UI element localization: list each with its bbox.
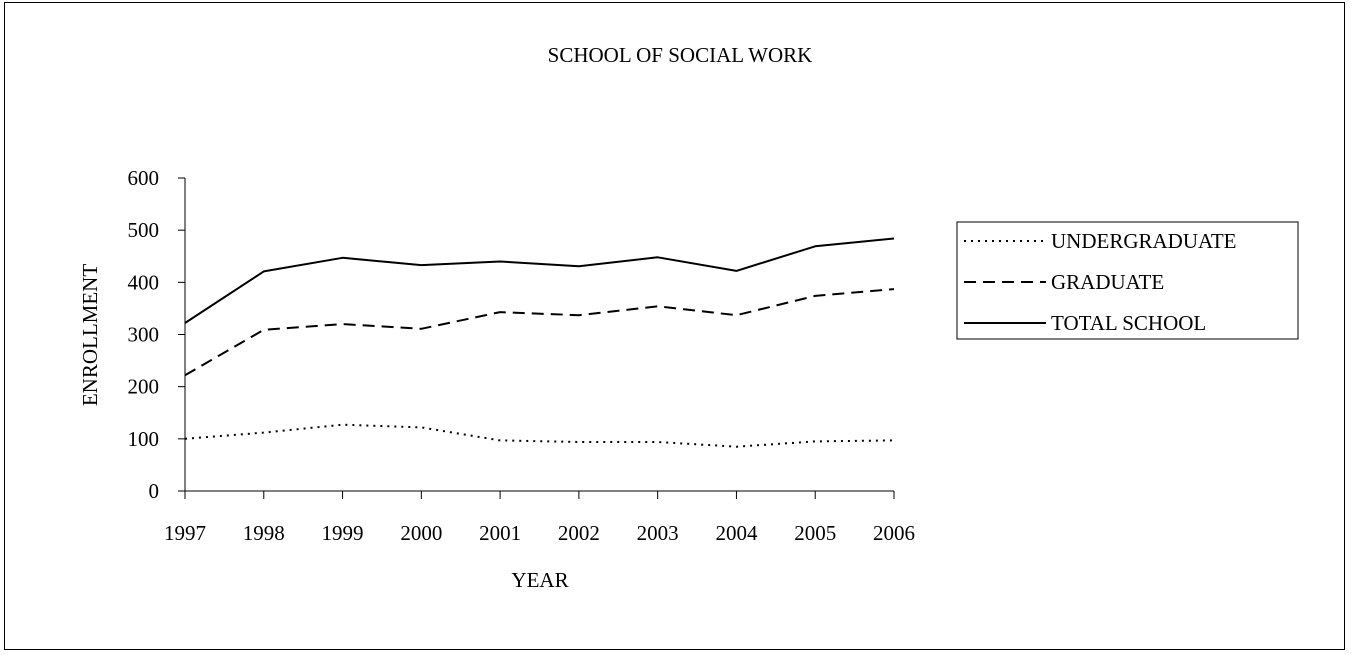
series-line-total-school [184, 237, 895, 324]
y-axis-label: ENROLLMENT [78, 264, 102, 406]
x-tick-label: 2000 [400, 521, 442, 545]
y-tick-label: 200 [128, 375, 160, 399]
chart-title: SCHOOL OF SOCIAL WORK [548, 43, 813, 67]
series-line-graduate [184, 288, 895, 377]
x-tick-label: 2001 [479, 521, 521, 545]
x-axis-ticks: 1997 1998 1999 2000 2001 2002 2003 2004 2005 2006 [164, 491, 915, 545]
legend-label-graduate: GRADUATE [1051, 270, 1164, 294]
x-tick-label: 2006 [873, 521, 915, 545]
y-axis-ticks: 0 100 200 300 400 500 600 [128, 166, 185, 503]
x-tick-label: 2005 [794, 521, 836, 545]
y-tick-label: 500 [128, 218, 160, 242]
y-tick-label: 600 [128, 166, 160, 190]
x-tick-label: 1999 [322, 521, 364, 545]
legend-label-undergraduate: UNDERGRADUATE [1051, 229, 1237, 253]
series-line-undergraduate [184, 423, 895, 448]
x-axis-label: YEAR [511, 568, 568, 592]
x-tick-label: 2004 [715, 521, 758, 545]
x-tick-label: 2002 [558, 521, 600, 545]
y-tick-label: 0 [149, 479, 160, 503]
x-tick-label: 1998 [243, 521, 285, 545]
y-tick-label: 300 [128, 323, 160, 347]
legend: UNDERGRADUATE GRADUATE TOTAL SCHOOL [964, 229, 1237, 335]
legend-label-total-school: TOTAL SCHOOL [1051, 311, 1206, 335]
x-tick-label: 2003 [637, 521, 679, 545]
series-lines [184, 237, 895, 448]
y-tick-label: 100 [128, 427, 160, 451]
x-tick-label: 1997 [164, 521, 206, 545]
y-tick-label: 400 [128, 270, 160, 294]
